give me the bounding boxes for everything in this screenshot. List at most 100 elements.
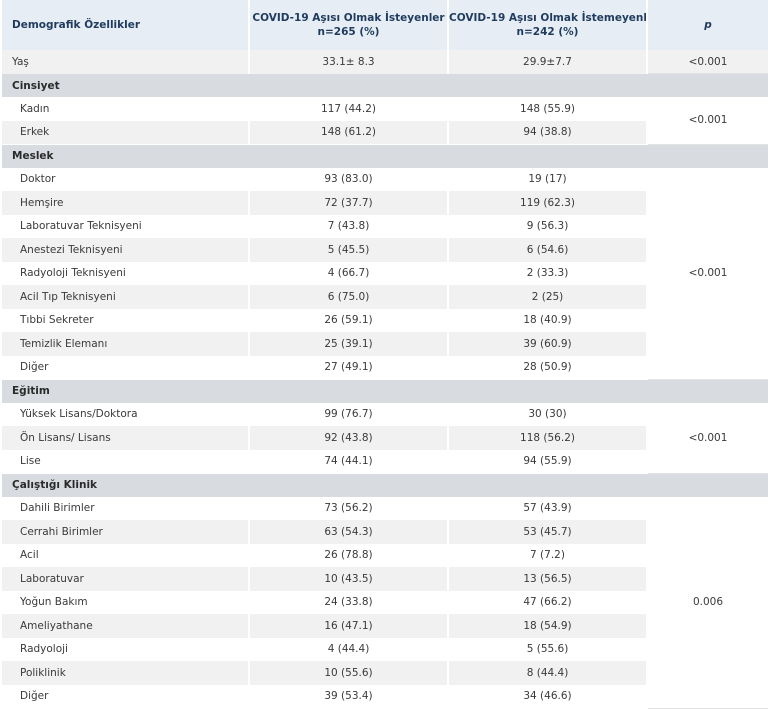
data-row: Diğer 39 (53.4) 34 (46.6): [0, 684, 768, 708]
row-label: Yüksek Lisans/Doktora: [0, 402, 250, 426]
value-cell: 30 (30): [447, 402, 648, 426]
value-cell: 119 (62.3): [447, 191, 648, 215]
row-label: Dahili Birimler: [0, 496, 250, 520]
value-cell: 2 (25): [447, 285, 648, 309]
data-row: Radyoloji Teknisyeni 4 (66.7) 2 (33.3): [0, 261, 768, 285]
data-row: Laboratuvar Teknisyeni 7 (43.8) 9 (56.3): [0, 214, 768, 238]
p-value: <0.001: [646, 402, 768, 474]
data-row: Lise 74 (44.1) 94 (55.9): [0, 449, 768, 473]
header-line: n=242 (%): [516, 26, 579, 38]
value-cell: 72 (37.7): [248, 191, 449, 215]
value-cell: 39 (60.9): [447, 332, 648, 356]
data-row: Diğer 27 (49.1) 28 (50.9): [0, 355, 768, 379]
value-cell: 53 (45.7): [447, 520, 648, 544]
row-label: Diğer: [0, 684, 250, 708]
row-label: Cerrahi Birimler: [0, 520, 250, 544]
data-row: Laboratuvar 10 (43.5) 13 (56.5): [0, 567, 768, 591]
value-cell: 4 (44.4): [248, 637, 449, 661]
value-cell: 9 (56.3): [447, 214, 648, 238]
data-row: Cerrahi Birimler 63 (54.3) 53 (45.7): [0, 520, 768, 544]
value-cell: 18 (40.9): [447, 308, 648, 332]
value-cell: 57 (43.9): [447, 496, 648, 520]
value-cell: 148 (55.9): [447, 97, 648, 121]
value-cell: 7 (7.2): [447, 543, 648, 567]
table-body: Yaş 33.1± 8.3 29.9±7.7 <0.001 Cinsiyet Kadın 1…: [0, 50, 768, 709]
row-label: Yoğun Bakım: [0, 590, 250, 614]
value-cell: 18 (54.9): [447, 614, 648, 638]
value-cell: 7 (43.8): [248, 214, 449, 238]
p-value: <0.001: [646, 97, 768, 145]
value-cell: 28 (50.9): [447, 355, 648, 379]
header-cell: COVID-19 Aşısı Olmak İsteyenler n=265 (%): [248, 0, 449, 50]
value-cell: 34 (46.6): [447, 684, 648, 708]
row-label: Yaş: [0, 50, 250, 74]
row-label: Kadın: [0, 97, 250, 121]
data-row: Yüksek Lisans/Doktora 99 (76.7) 30 (30) <0.…: [0, 402, 768, 474]
data-row: Erkek 148 (61.2) 94 (38.8): [0, 120, 768, 144]
value-cell: 8 (44.4): [447, 661, 648, 685]
value-cell: 19 (17): [447, 167, 648, 191]
value-cell: 39 (53.4): [248, 684, 449, 708]
data-row: Ameliyathane 16 (47.1) 18 (54.9): [0, 614, 768, 638]
section-row: Eğitim: [0, 379, 768, 403]
row-label: Hemşire: [0, 191, 250, 215]
value-cell: 33.1± 8.3: [248, 50, 449, 74]
data-row: Acil 26 (78.8) 7 (7.2): [0, 543, 768, 567]
table-head: Demografik Özellikler COVID-19 Aşısı Olma…: [0, 0, 768, 50]
data-row: Hemşire 72 (37.7) 119 (62.3): [0, 191, 768, 215]
data-row: Poliklinik 10 (55.6) 8 (44.4): [0, 661, 768, 685]
value-cell: 6 (75.0): [248, 285, 449, 309]
p-value: <0.001: [646, 167, 768, 380]
value-cell: 74 (44.1): [248, 449, 449, 473]
data-row: Doktor 93 (83.0) 19 (17) <0.001: [0, 167, 768, 380]
section-title: Meslek: [0, 144, 768, 168]
p-value: 0.006: [646, 496, 768, 709]
value-cell: 26 (59.1): [248, 308, 449, 332]
value-cell: 13 (56.5): [447, 567, 648, 591]
row-label: Acil Tıp Teknisyeni: [0, 285, 250, 309]
value-cell: 118 (56.2): [447, 426, 648, 450]
data-row: Tıbbi Sekreter 26 (59.1) 18 (40.9): [0, 308, 768, 332]
section-row: Cinsiyet: [0, 73, 768, 97]
row-label: Laboratuvar: [0, 567, 250, 591]
row-label: Erkek: [0, 120, 250, 144]
data-row: Yoğun Bakım 24 (33.8) 47 (66.2): [0, 590, 768, 614]
row-label: Poliklinik: [0, 661, 250, 685]
value-cell: 92 (43.8): [248, 426, 449, 450]
row-label: Anestezi Teknisyeni: [0, 238, 250, 262]
value-cell: 5 (55.6): [447, 637, 648, 661]
row-label: Ön Lisans/ Lisans: [0, 426, 250, 450]
value-cell: 16 (47.1): [248, 614, 449, 638]
data-row: Acil Tıp Teknisyeni 6 (75.0) 2 (25): [0, 285, 768, 309]
value-cell: 47 (66.2): [447, 590, 648, 614]
value-cell: 24 (33.8): [248, 590, 449, 614]
value-cell: 73 (56.2): [248, 496, 449, 520]
value-cell: 10 (43.5): [248, 567, 449, 591]
section-row: Meslek: [0, 144, 768, 168]
row-label: Tıbbi Sekreter: [0, 308, 250, 332]
value-cell: 6 (54.6): [447, 238, 648, 262]
data-row: Radyoloji 4 (44.4) 5 (55.6): [0, 637, 768, 661]
value-cell: 99 (76.7): [248, 402, 449, 426]
row-label: Acil: [0, 543, 250, 567]
header-line: COVID-19 Aşısı Olmak İsteyenler: [252, 12, 445, 24]
value-cell: 94 (55.9): [447, 449, 648, 473]
header-row: Demografik Özellikler COVID-19 Aşısı Olma…: [0, 0, 768, 50]
data-row: Temizlik Elemanı 25 (39.1) 39 (60.9): [0, 332, 768, 356]
data-row: Yaş 33.1± 8.3 29.9±7.7 <0.001: [0, 50, 768, 74]
data-row: Ön Lisans/ Lisans 92 (43.8) 118 (56.2): [0, 426, 768, 450]
value-cell: 117 (44.2): [248, 97, 449, 121]
section-title: Eğitim: [0, 379, 768, 403]
section-row: Çalıştığı Klinik: [0, 473, 768, 497]
p-value: <0.001: [646, 50, 768, 74]
header-line: n=265 (%): [317, 26, 380, 38]
data-row: Dahili Birimler 73 (56.2) 57 (43.9) 0.006: [0, 496, 768, 709]
value-cell: 5 (45.5): [248, 238, 449, 262]
value-cell: 94 (38.8): [447, 120, 648, 144]
value-cell: 148 (61.2): [248, 120, 449, 144]
value-cell: 63 (54.3): [248, 520, 449, 544]
value-cell: 10 (55.6): [248, 661, 449, 685]
row-label: Laboratuvar Teknisyeni: [0, 214, 250, 238]
